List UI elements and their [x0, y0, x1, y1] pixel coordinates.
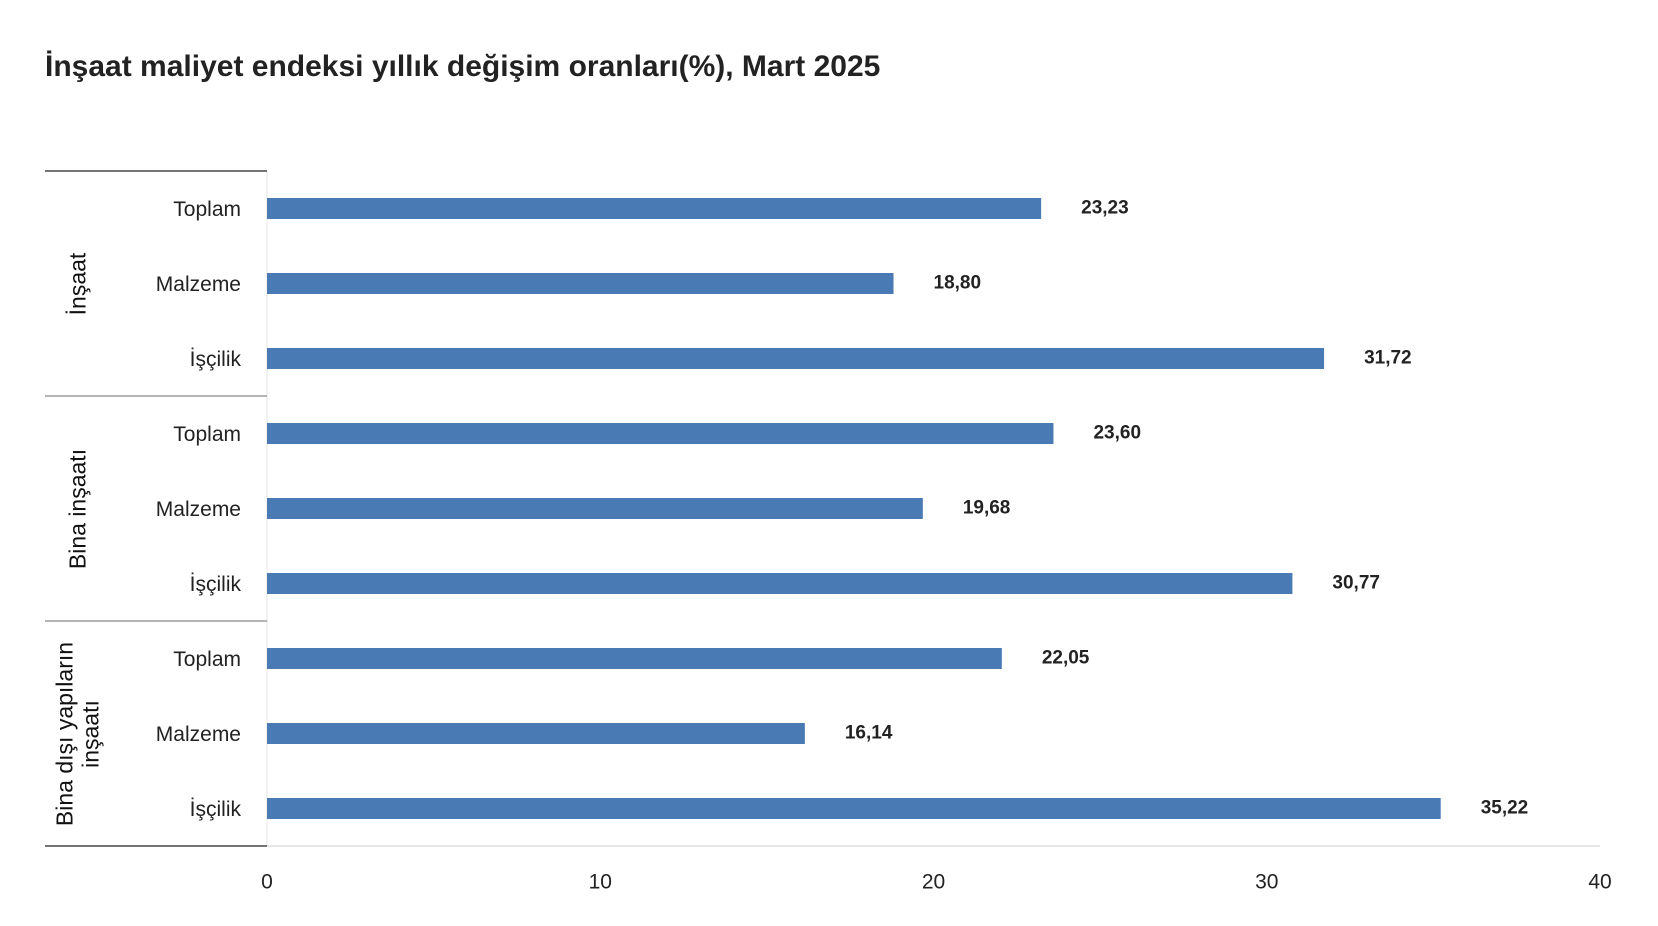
value-label: 30,77 [1332, 573, 1380, 594]
value-label: 31,72 [1364, 348, 1412, 369]
y-tick-label: Malzeme [156, 273, 241, 296]
x-tick-label: 20 [922, 871, 945, 894]
chart-title: İnşaat maliyet endeksi yıllık değişim or… [45, 50, 880, 83]
group-label: İnşaat [63, 252, 90, 315]
value-label: 19,68 [963, 498, 1011, 519]
x-tick-label: 30 [1255, 871, 1278, 894]
y-tick-label: Toplam [173, 423, 241, 446]
value-label: 23,23 [1081, 198, 1129, 219]
x-tick-label: 40 [1588, 871, 1611, 894]
value-label: 35,22 [1481, 798, 1529, 819]
bar [267, 198, 1042, 219]
y-tick-label: Toplam [173, 198, 241, 221]
bar [267, 498, 923, 519]
group-label: Bina inşaatı [63, 448, 90, 569]
value-label: 22,05 [1042, 648, 1090, 669]
group-label: Bina dışı yapıların inşaatı [50, 641, 103, 826]
value-label: 18,80 [934, 273, 982, 294]
bar [267, 798, 1441, 819]
y-tick-label: İşçilik [190, 573, 242, 596]
y-tick-label: İşçilik [190, 348, 242, 371]
x-tick-label: 10 [589, 871, 612, 894]
bar [267, 423, 1054, 444]
y-tick-label: Toplam [173, 648, 241, 671]
value-label: 16,14 [845, 723, 893, 744]
value-label: 23,60 [1093, 423, 1141, 444]
y-tick-label: Malzeme [156, 723, 241, 746]
bar [267, 348, 1325, 369]
bar [267, 573, 1293, 594]
bar [267, 273, 894, 294]
bar [267, 723, 805, 744]
bar [267, 648, 1002, 669]
x-tick-label: 0 [261, 871, 273, 894]
y-tick-label: İşçilik [190, 798, 242, 821]
y-tick-label: Malzeme [156, 498, 241, 521]
